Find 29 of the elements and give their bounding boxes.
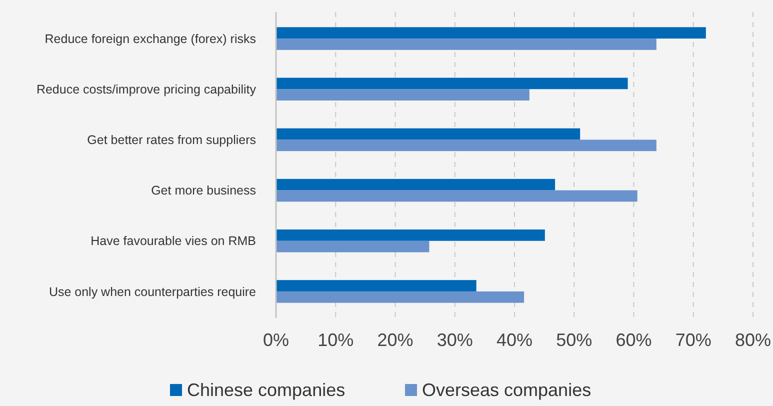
x-tick-label: 0% [262,330,290,350]
x-tick-label: 60% [616,330,652,350]
y-tick-label: Reduce costs/improve pricing capability [36,82,257,97]
bar [276,140,656,152]
y-tick-label: Use only when counterparties require [48,284,256,299]
x-tick-label: 20% [377,330,414,350]
x-tick-label: 10% [318,330,354,350]
bar [276,27,706,39]
bar [276,78,628,90]
x-tick-label: 70% [675,330,712,350]
bar [276,190,638,202]
bar [276,229,545,241]
x-tick-label: 30% [436,330,473,350]
legend-label: Overseas companies [422,380,592,400]
bar [276,89,530,101]
bar [276,38,656,50]
y-tick-label: Get more business [151,184,256,198]
bar [276,128,580,140]
bar [276,240,430,252]
y-tick-label: Reduce foreign exchange (forex) risks [44,32,256,46]
legend-label: Chinese companies [187,380,346,400]
x-tick-label: 80% [734,330,772,350]
bar [276,280,476,292]
y-tick-label: Have favourable vies on RMB [90,234,256,248]
bar [276,178,556,190]
x-tick-label: 40% [496,330,533,350]
bar [276,291,524,303]
y-tick-label: Get better rates from suppliers [87,133,256,148]
x-tick-label: 50% [556,330,592,350]
